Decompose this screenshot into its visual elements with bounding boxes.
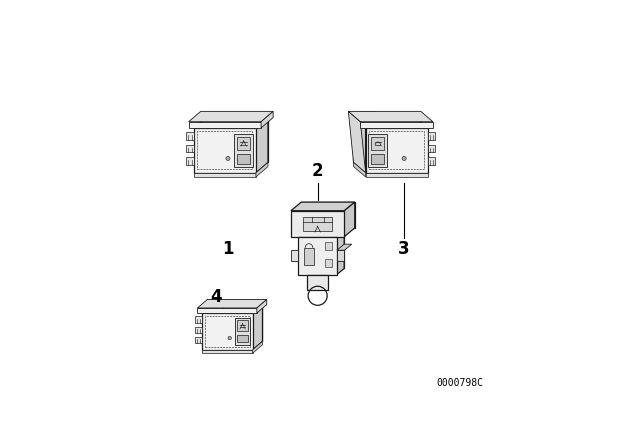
Polygon shape [194,173,256,177]
Polygon shape [353,117,365,173]
Polygon shape [189,112,273,122]
Polygon shape [337,231,344,275]
Polygon shape [212,305,262,341]
Bar [186,145,194,152]
Bar [428,132,435,140]
Bar [195,327,202,333]
Text: 4: 4 [210,288,221,306]
Bar [371,137,385,150]
Polygon shape [197,300,267,308]
Polygon shape [298,237,337,275]
Polygon shape [353,117,428,128]
Polygon shape [257,300,267,313]
Text: 0000798C: 0000798C [436,379,483,388]
Polygon shape [256,117,268,173]
Bar [369,134,387,167]
Text: 2: 2 [312,162,323,180]
Polygon shape [365,128,428,173]
Polygon shape [189,122,261,128]
Bar [186,157,194,165]
Bar [428,157,435,165]
Polygon shape [202,313,253,350]
Polygon shape [202,350,253,353]
Polygon shape [197,308,257,313]
Polygon shape [337,244,352,250]
Polygon shape [291,202,355,211]
Polygon shape [194,128,256,173]
Polygon shape [206,117,268,163]
Polygon shape [353,163,365,177]
Bar [234,134,253,167]
Polygon shape [291,250,298,261]
Bar [237,155,250,164]
Bar [371,155,385,164]
Bar [237,137,250,150]
Polygon shape [348,112,365,173]
Bar [186,132,194,140]
Polygon shape [301,202,355,228]
Polygon shape [365,173,428,177]
Polygon shape [353,117,415,163]
Text: 1: 1 [222,240,234,258]
Bar [235,318,250,345]
Polygon shape [337,250,344,261]
Polygon shape [202,305,262,313]
Bar [360,112,375,117]
Bar [324,258,332,267]
Bar [303,216,332,231]
Polygon shape [344,202,355,237]
Polygon shape [253,305,262,350]
Polygon shape [291,211,344,237]
Bar [195,337,202,343]
Bar [428,145,435,152]
Bar [195,316,202,323]
Polygon shape [348,112,433,122]
Polygon shape [253,341,262,353]
Polygon shape [256,163,268,177]
Bar [324,241,332,250]
Polygon shape [194,117,268,128]
Bar [304,248,314,265]
Circle shape [402,156,406,160]
Bar [237,335,248,342]
Bar [307,275,328,290]
Polygon shape [261,112,273,128]
Polygon shape [360,122,433,128]
Circle shape [228,336,232,340]
Polygon shape [306,231,344,268]
Bar [237,320,248,331]
Circle shape [226,156,230,160]
Text: 3: 3 [398,240,410,258]
